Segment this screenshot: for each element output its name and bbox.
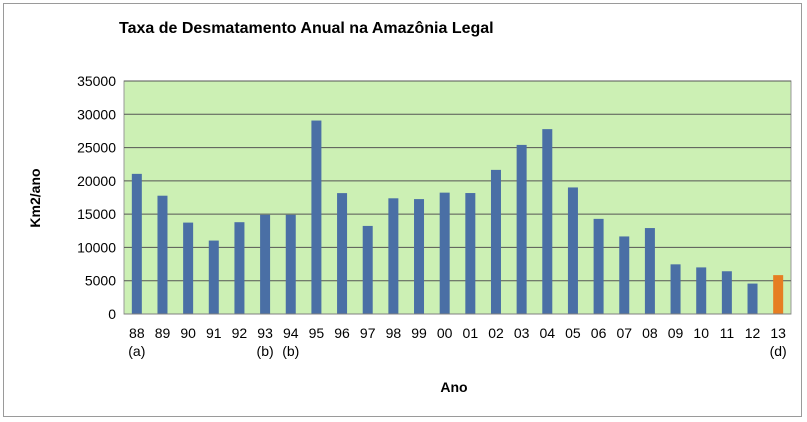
bar-07 (619, 236, 630, 314)
bar-93 (260, 214, 271, 314)
y-tick-label: 25000 (77, 140, 116, 156)
bar-97 (362, 225, 373, 314)
bar-94 (285, 214, 296, 314)
x-tick-label: 08 (642, 325, 658, 341)
x-tick-label: 00 (437, 325, 453, 341)
bar-88 (131, 173, 142, 314)
x-note-label: (a) (128, 343, 145, 359)
x-tick-label: 11 (720, 325, 735, 341)
bar-08 (644, 228, 655, 314)
x-tick-label: 13 (770, 325, 786, 341)
bar-chart: Taxa de Desmatamento Anual na Amazônia L… (27, 20, 792, 395)
y-axis-ticks: 0 5000 10000 15000 20000 25000 30000 35000 (77, 73, 116, 322)
bar-99 (414, 199, 425, 314)
x-tick-label: 98 (386, 325, 402, 341)
x-tick-label: 06 (591, 325, 607, 341)
bar-10 (696, 267, 707, 314)
bar-04 (542, 129, 553, 314)
bar-09 (670, 264, 681, 314)
x-tick-label: 95 (309, 325, 325, 341)
x-note-label: (d) (770, 343, 787, 359)
bar-05 (567, 187, 578, 314)
x-tick-label: 94 (283, 325, 299, 341)
x-tick-label: 04 (539, 325, 555, 341)
x-note-label: (b) (282, 343, 299, 359)
bar-13 (773, 275, 784, 314)
y-tick-label: 20000 (77, 173, 116, 189)
bar-11 (721, 271, 732, 314)
x-tick-label: 88 (129, 325, 145, 341)
bar-02 (490, 169, 501, 314)
x-axis-notes: (a) (b) (b) (d) (128, 343, 786, 359)
y-tick-label: 10000 (77, 239, 116, 255)
bar-95 (311, 120, 322, 314)
x-axis-label: Ano (440, 379, 467, 395)
x-tick-label: 07 (616, 325, 632, 341)
y-tick-label: 5000 (85, 273, 116, 289)
x-tick-label: 93 (257, 325, 273, 341)
x-tick-label: 12 (745, 325, 761, 341)
x-tick-label: 96 (334, 325, 350, 341)
bar-00 (439, 192, 450, 314)
bar-90 (183, 222, 194, 314)
x-tick-label: 09 (668, 325, 684, 341)
x-axis-ticks: 88 89 90 91 92 93 94 95 96 97 98 99 00 01 02 03 04 05 06 07… (129, 325, 786, 341)
plot-area (123, 80, 792, 315)
chart-frame: Taxa de Desmatamento Anual na Amazônia L… (3, 3, 802, 417)
x-tick-label: 99 (411, 325, 427, 341)
x-tick-label: 92 (232, 325, 248, 341)
bar-89 (157, 195, 168, 314)
y-axis-label: Km2/ano (27, 168, 43, 227)
bar-06 (593, 218, 604, 314)
x-tick-label: 01 (463, 325, 479, 341)
y-tick-label: 0 (108, 306, 116, 322)
x-tick-label: 10 (693, 325, 709, 341)
bars (131, 120, 784, 314)
y-tick-label: 15000 (77, 206, 116, 222)
x-tick-label: 97 (360, 325, 376, 341)
x-tick-label: 89 (155, 325, 171, 341)
chart-title: Taxa de Desmatamento Anual na Amazônia L… (119, 20, 494, 37)
y-tick-label: 35000 (77, 73, 116, 89)
bar-96 (337, 193, 348, 314)
bar-91 (208, 240, 219, 314)
x-tick-label: 05 (565, 325, 581, 341)
x-tick-label: 02 (488, 325, 504, 341)
x-tick-label: 90 (180, 325, 196, 341)
y-tick-label: 30000 (77, 106, 116, 122)
bar-03 (516, 144, 527, 314)
x-tick-label: 91 (206, 325, 222, 341)
bar-98 (388, 198, 399, 314)
x-tick-label: 03 (514, 325, 530, 341)
bar-92 (234, 222, 245, 314)
bar-12 (747, 283, 758, 314)
bar-01 (465, 193, 476, 314)
x-note-label: (b) (257, 343, 274, 359)
